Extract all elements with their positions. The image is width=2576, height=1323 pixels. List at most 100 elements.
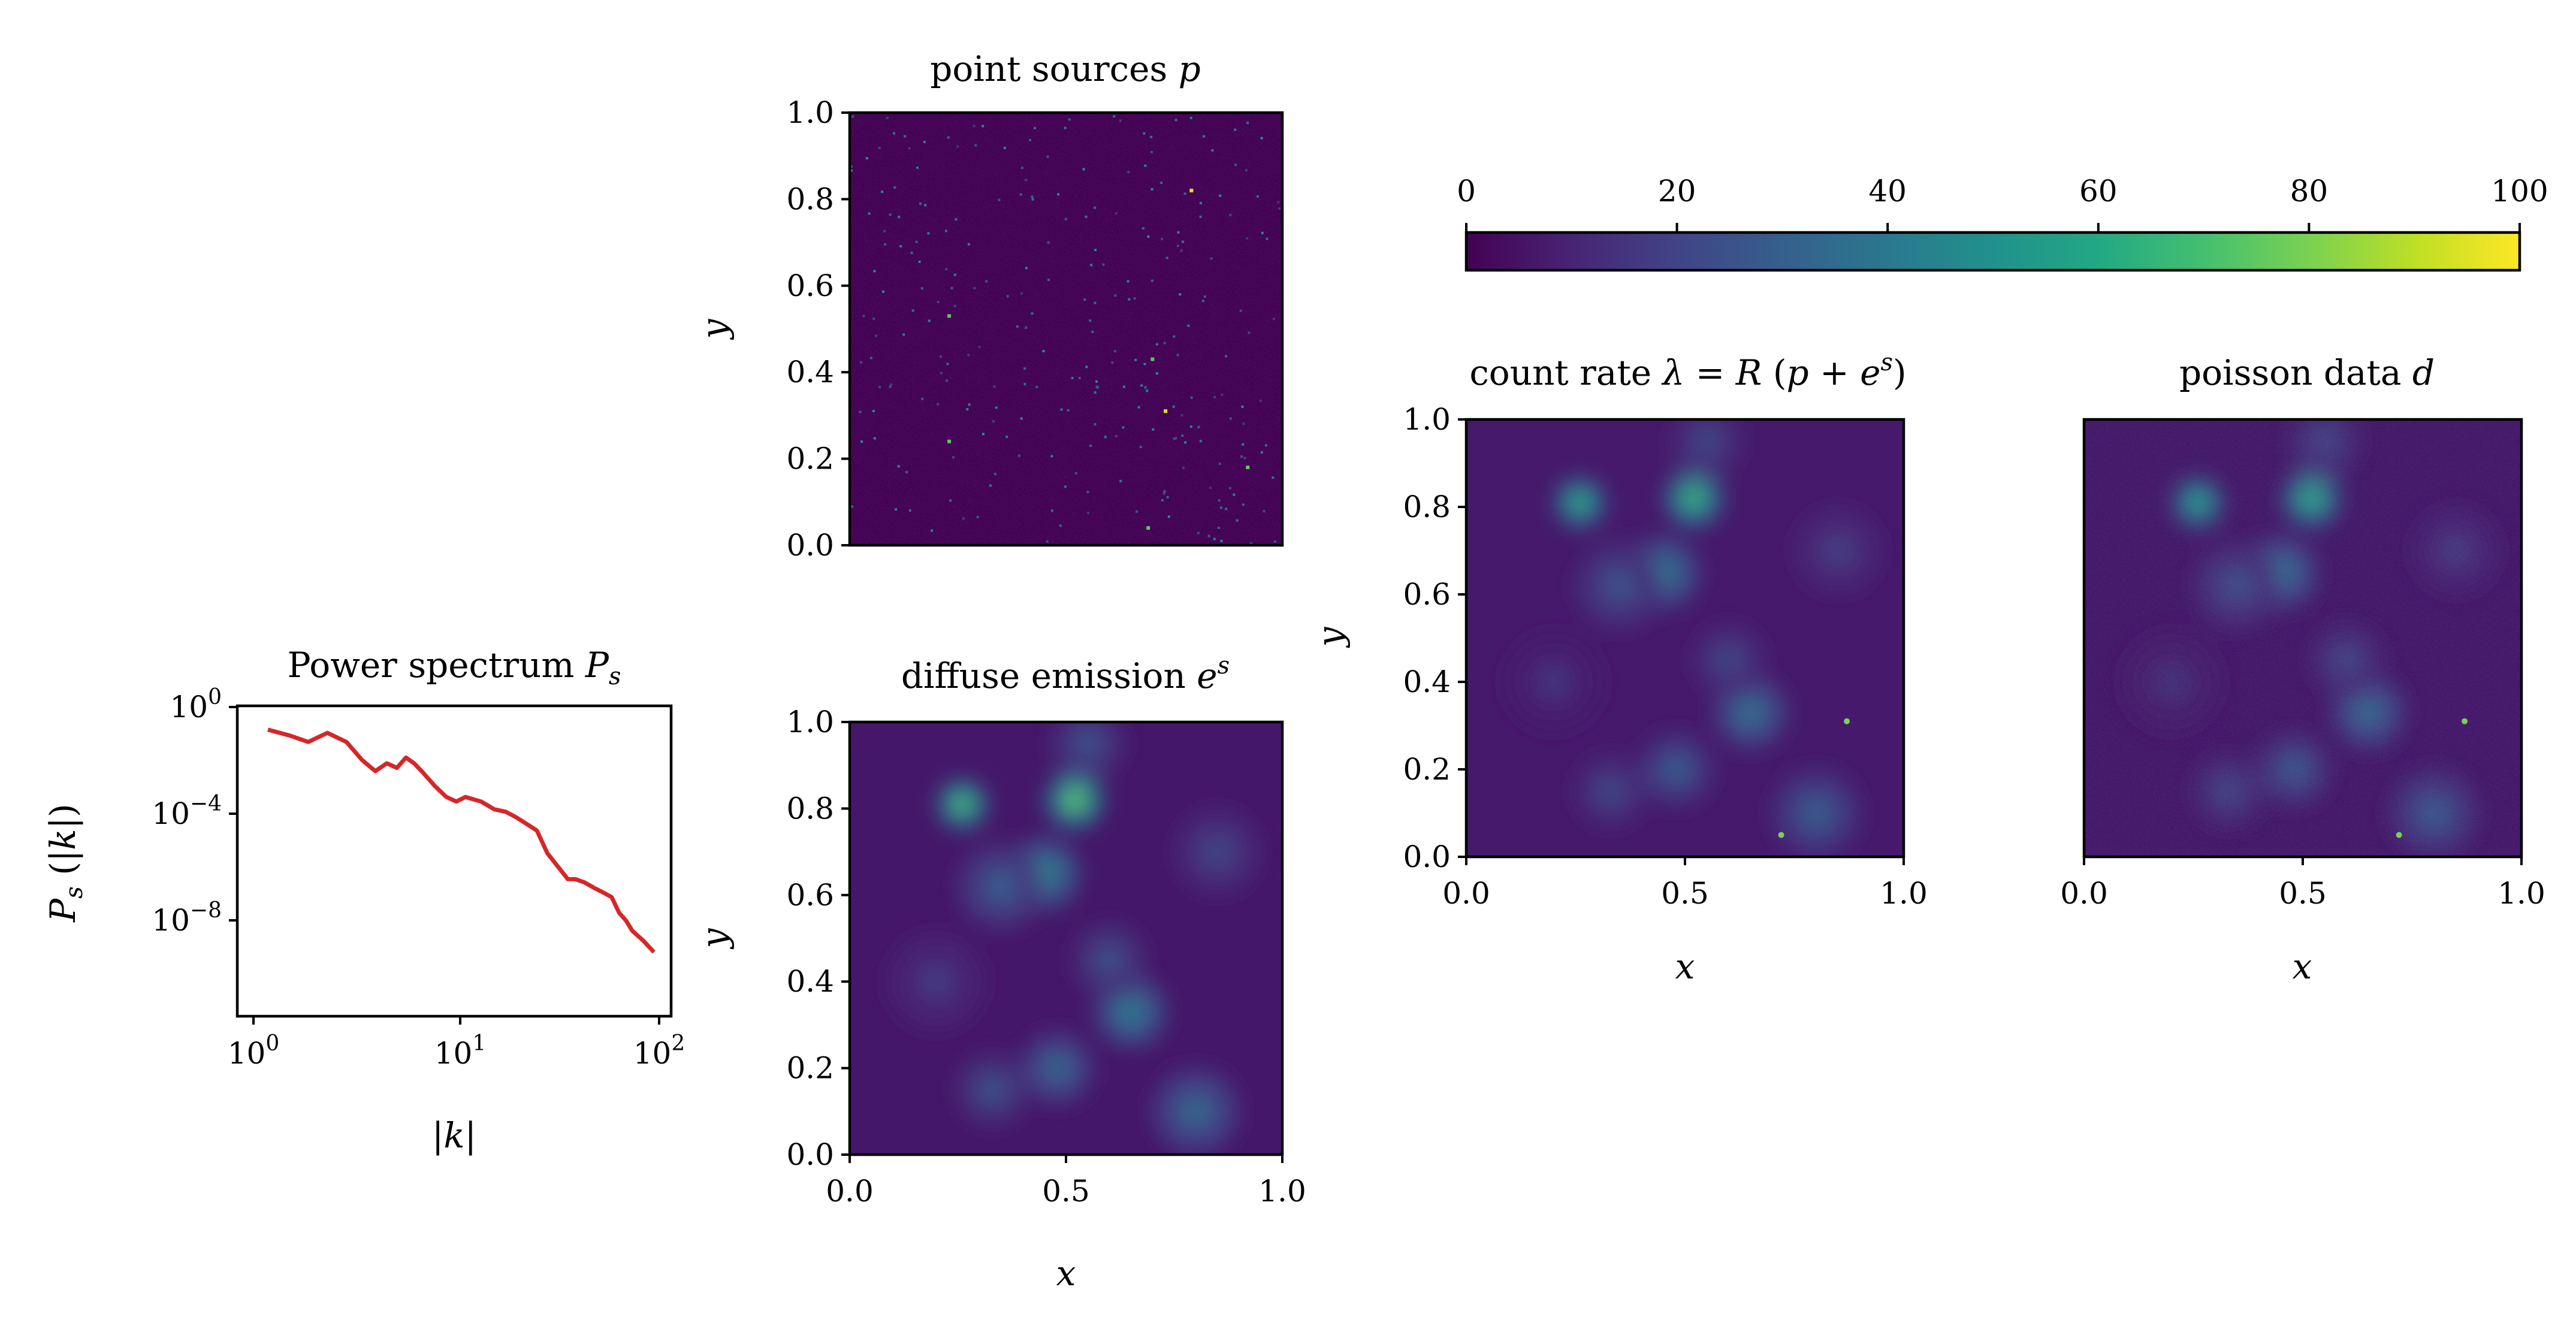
faint-source [1219,506,1222,509]
faint-source [1123,385,1125,388]
faint-source [1046,540,1049,543]
colorbar-tick-label: 80 [2290,174,2329,209]
faint-source [1180,414,1183,417]
emission-core [1118,999,1144,1025]
faint-source [1050,455,1053,458]
faint-source [872,409,875,412]
faint-source [976,516,979,518]
faint-source [940,371,943,374]
faint-source [908,147,911,150]
faint-source [884,243,886,246]
faint-source [1150,135,1153,138]
faint-source [1029,138,1031,141]
emission-core [918,963,955,1000]
faint-source [1160,182,1163,184]
faint-source [1071,376,1074,379]
faint-source [1260,451,1263,454]
faint-source [910,252,913,254]
count-rate-ylabel: y [1310,626,1351,648]
ytick-label: 1.0 [786,705,834,739]
bright-source [2462,718,2468,724]
faint-source [924,204,927,207]
faint-source [1127,280,1130,283]
faint-source [1144,386,1147,389]
colorbar-tick-label: 100 [2491,174,2548,209]
faint-source [1104,436,1107,439]
xtick-label: 1.0 [1258,1174,1306,1209]
faint-source [1031,198,1034,201]
faint-source [1207,534,1210,537]
xtick-label: 0.5 [1661,876,1709,911]
faint-source [1242,443,1245,446]
faint-source [1119,119,1122,122]
faint-source [973,287,976,289]
faint-source [1089,319,1092,322]
faint-source [967,354,970,357]
ytick-label: 0.6 [1403,577,1451,612]
faint-source [1211,149,1214,152]
ytick-label: 0.8 [1403,490,1451,524]
faint-source [1034,126,1036,129]
faint-source [1143,132,1146,135]
faint-source [1006,295,1009,298]
point-sources-markers [850,115,1281,545]
xtick-label: 1.0 [2498,876,2545,911]
faint-source [1094,249,1097,252]
faint-source [1277,201,1280,204]
count-rate-title: count rate λ = R (p + es) [1469,349,1906,393]
faint-source [1003,146,1006,149]
faint-source [952,456,955,459]
emission-core [1597,778,1624,805]
emission-core [1716,647,1742,673]
bright-source [1778,832,1784,838]
faint-source [868,212,871,215]
faint-source [1234,164,1237,166]
ytick-label: 0.2 [786,442,834,476]
faint-source [1162,492,1165,495]
bright-source [1246,466,1250,470]
faint-source [946,363,949,366]
faint-source [1229,213,1232,216]
bright-source [1150,357,1155,361]
faint-source [1020,167,1023,170]
faint-source [955,218,958,221]
faint-source [1174,119,1177,122]
faint-source [1113,350,1116,353]
faint-source [898,216,901,219]
faint-source [1266,237,1269,240]
faint-source [1218,499,1221,502]
faint-source [1174,437,1177,440]
bright-source [2396,832,2402,838]
faint-source [1261,231,1264,234]
faint-source [1200,201,1202,204]
faint-source [1140,384,1143,387]
faint-source [1203,295,1206,298]
faint-source [1165,256,1168,259]
faint-source [1176,244,1179,247]
faint-source [967,243,970,246]
faint-source [995,406,998,409]
faint-source [985,280,988,283]
faint-source [927,232,930,235]
faint-source [1136,510,1138,513]
faint-source [897,465,900,468]
xtick-label: 0.0 [1442,876,1490,911]
faint-source [1182,240,1185,243]
ytick-label: 0.6 [786,878,834,913]
faint-source [1273,540,1276,543]
faint-source [1240,455,1243,458]
faint-source [947,136,950,139]
ytick-label: 0.4 [786,355,834,389]
faint-source [1163,490,1166,493]
faint-source [1248,331,1251,334]
faint-source [1176,354,1179,357]
faint-source [1133,297,1136,300]
faint-source [920,287,923,290]
faint-source [1085,215,1088,218]
faint-source [1272,476,1275,479]
emission-core [1074,730,1101,757]
faint-source [1141,227,1144,230]
power-spectrum-xlabel: |k| [432,1115,476,1156]
faint-source [1128,298,1131,301]
faint-source [850,165,853,168]
